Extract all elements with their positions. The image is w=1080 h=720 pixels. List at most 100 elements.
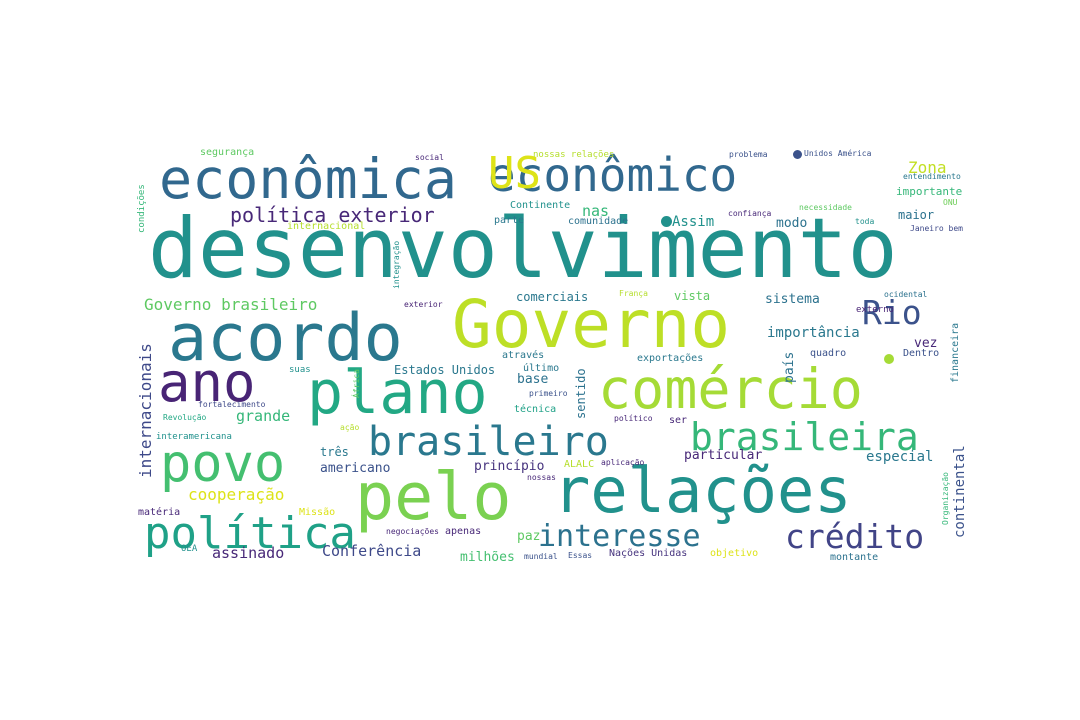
cloud-word: grande (236, 407, 291, 425)
cloud-word: econômico (488, 148, 738, 202)
cloud-word: social (415, 153, 444, 162)
cloud-word: Missão (299, 507, 336, 518)
cloud-word: parte (494, 215, 525, 226)
cloud-word: desenvolvimento (148, 200, 898, 297)
cloud-word: quadro (810, 348, 847, 359)
cloud-word: relações (553, 454, 852, 527)
cloud-word: US (488, 148, 541, 199)
cloud-word: Organização (941, 472, 950, 525)
cloud-word: político (614, 414, 653, 423)
cloud-word: problema (729, 150, 768, 159)
cloud-word: matéria (138, 507, 181, 518)
cloud-word: toda (855, 217, 875, 226)
cloud-word: objetivo (710, 548, 759, 559)
cloud-word: país (782, 351, 797, 383)
cloud-word: importante (896, 185, 963, 198)
cloud-word: especial (866, 449, 934, 465)
cloud-word: exterior (404, 300, 443, 309)
cloud-word: ALALC (564, 459, 595, 470)
cloud-word: internacionais (136, 343, 155, 478)
cloud-word: cooperação (188, 485, 285, 504)
cloud-word: brasileira (690, 415, 919, 459)
cloud-word: Essas (568, 551, 593, 560)
cloud-word: pelo (355, 460, 512, 535)
cloud-word: Unidos América (804, 149, 872, 158)
cloud-word: povo (160, 434, 286, 494)
cloud-word: Conferência (322, 542, 422, 560)
cloud-word: Janeiro bem (910, 224, 963, 233)
cloud-word: último (523, 363, 560, 374)
cloud-word: modo (776, 216, 808, 231)
cloud-word: mundial (524, 552, 558, 561)
cloud-word: sentido (574, 368, 588, 419)
cloud-word: vez (914, 336, 938, 351)
cloud-word: Revolução (163, 413, 207, 422)
cloud-word: princípio (474, 459, 545, 474)
cloud-word: ONU (943, 198, 958, 207)
cloud-word: continental (952, 445, 968, 538)
cloud-word: fortalecimento (198, 400, 266, 409)
cloud-word: ser (669, 415, 688, 426)
cloud-word: milhões (460, 550, 515, 565)
cloud-word: nossas relações (533, 150, 615, 160)
cloud-word: África (352, 369, 361, 398)
cloud-word: interesse (538, 519, 701, 554)
cloud-word: comerciais (516, 290, 589, 304)
cloud-dot (793, 150, 802, 159)
cloud-word: primeiro (529, 389, 568, 398)
cloud-word: negociações (386, 527, 439, 536)
cloud-word: acordo (168, 301, 403, 376)
cloud-word: França (619, 289, 648, 298)
cloud-word: confiança (728, 209, 772, 218)
cloud-word: segurança (200, 147, 255, 158)
cloud-word: maior (898, 208, 935, 222)
cloud-word: suas (289, 365, 311, 375)
cloud-word: externo (856, 305, 894, 315)
cloud-word: integração (392, 240, 401, 289)
cloud-word: comércio (598, 357, 863, 421)
cloud-word: comunidade (568, 216, 629, 227)
cloud-word: ano (158, 351, 256, 414)
cloud-word: particular (684, 448, 763, 463)
cloud-word: três (320, 445, 349, 459)
cloud-word: Estados Unidos (394, 363, 496, 377)
cloud-word: vista (674, 289, 711, 303)
cloud-word: nossas (527, 473, 556, 482)
cloud-word: internacional (287, 221, 366, 232)
cloud-word: brasileiro (368, 419, 609, 465)
cloud-word: através (502, 350, 545, 361)
cloud-word: nas (582, 202, 610, 220)
cloud-word: econômica (159, 147, 458, 211)
cloud-word: interamericana (156, 432, 232, 442)
cloud-word: entendimento (903, 172, 961, 181)
cloud-word: Assim (672, 214, 715, 230)
cloud-word: base (517, 372, 549, 387)
cloud-word: política (144, 508, 356, 559)
cloud-word: crédito (785, 517, 925, 556)
cloud-dot (884, 354, 894, 364)
cloud-word: condições (137, 184, 147, 233)
cloud-word: apenas (445, 526, 482, 537)
cloud-word: Governo brasileiro (144, 295, 318, 314)
cloud-word: sistema (765, 292, 820, 307)
cloud-word: exportações (637, 353, 704, 364)
cloud-word: política exterior (230, 203, 435, 227)
cloud-word: montante (830, 552, 879, 563)
cloud-word: assinado (212, 544, 285, 562)
cloud-word: necessidade (799, 203, 852, 212)
cloud-word: financeira (950, 322, 961, 383)
cloud-word: plano (307, 358, 488, 428)
cloud-word: ocidental (884, 290, 928, 299)
cloud-word: Continente (510, 200, 571, 211)
cloud-word: Dentro (903, 348, 940, 359)
cloud-word: aplicação (601, 458, 645, 467)
cloud-dot (661, 216, 672, 227)
cloud-word: importância (767, 325, 860, 341)
cloud-word: Zona (908, 158, 947, 177)
cloud-word: Nações Unidas (609, 548, 688, 559)
cloud-word: paz (517, 529, 541, 544)
cloud-word: OEA (181, 544, 198, 554)
cloud-word: Governo (452, 286, 731, 363)
